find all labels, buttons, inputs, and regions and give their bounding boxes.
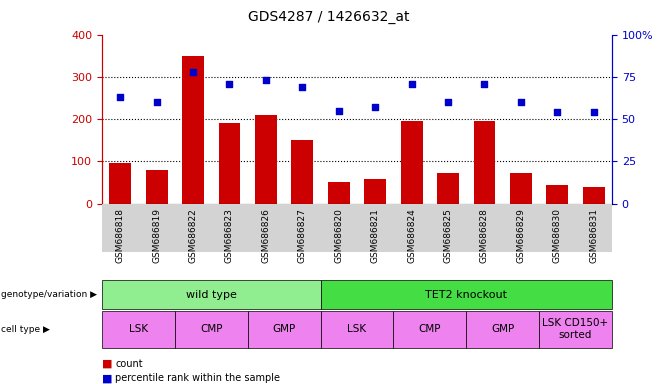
- Point: [151, 99, 162, 105]
- Text: count: count: [115, 359, 143, 369]
- Text: cell type ▶: cell type ▶: [1, 325, 50, 334]
- Text: GMP: GMP: [491, 324, 515, 334]
- Text: GSM686821: GSM686821: [370, 208, 380, 263]
- Bar: [401, 121, 422, 204]
- Text: GSM686829: GSM686829: [517, 208, 525, 263]
- Point: [443, 99, 453, 105]
- Text: GSM686826: GSM686826: [261, 208, 270, 263]
- Text: GSM686825: GSM686825: [443, 208, 453, 263]
- Text: GSM686818: GSM686818: [116, 208, 125, 263]
- Text: GSM686822: GSM686822: [189, 208, 197, 263]
- Text: GDS4287 / 1426632_at: GDS4287 / 1426632_at: [248, 10, 410, 23]
- Point: [516, 99, 526, 105]
- Bar: [218, 123, 240, 204]
- Bar: [546, 185, 569, 204]
- Text: GSM686823: GSM686823: [225, 208, 234, 263]
- Text: TET2 knockout: TET2 knockout: [425, 290, 507, 300]
- Point: [407, 81, 417, 87]
- Bar: [255, 115, 277, 204]
- Point: [261, 77, 271, 83]
- Point: [297, 84, 307, 90]
- Point: [479, 81, 490, 87]
- Point: [370, 104, 380, 110]
- Text: LSK CD150+
sorted: LSK CD150+ sorted: [542, 318, 609, 340]
- Point: [334, 108, 344, 114]
- Point: [188, 69, 198, 75]
- Point: [588, 109, 599, 115]
- Point: [224, 81, 235, 87]
- Text: ■: ■: [102, 359, 113, 369]
- Bar: [109, 162, 131, 204]
- Text: GSM686820: GSM686820: [334, 208, 343, 263]
- Text: CMP: CMP: [200, 324, 222, 334]
- Bar: [145, 170, 168, 204]
- Text: CMP: CMP: [418, 324, 441, 334]
- Text: GSM686830: GSM686830: [553, 208, 562, 263]
- Text: GSM686828: GSM686828: [480, 208, 489, 263]
- Bar: [365, 179, 386, 204]
- Text: GSM686831: GSM686831: [589, 208, 598, 263]
- Text: LSK: LSK: [347, 324, 367, 334]
- Point: [115, 94, 126, 100]
- Text: GSM686824: GSM686824: [407, 208, 416, 263]
- Text: GMP: GMP: [272, 324, 295, 334]
- Text: percentile rank within the sample: percentile rank within the sample: [115, 373, 280, 383]
- Point: [552, 109, 563, 115]
- Text: GSM686819: GSM686819: [152, 208, 161, 263]
- Text: genotype/variation ▶: genotype/variation ▶: [1, 290, 97, 299]
- Bar: [182, 56, 204, 204]
- Bar: [510, 173, 532, 204]
- Bar: [437, 173, 459, 204]
- Bar: [474, 121, 495, 204]
- Bar: [291, 140, 313, 204]
- Bar: [583, 187, 605, 204]
- Text: wild type: wild type: [186, 290, 237, 300]
- Text: GSM686827: GSM686827: [298, 208, 307, 263]
- Bar: [328, 182, 349, 204]
- Text: LSK: LSK: [129, 324, 148, 334]
- Text: ■: ■: [102, 373, 113, 383]
